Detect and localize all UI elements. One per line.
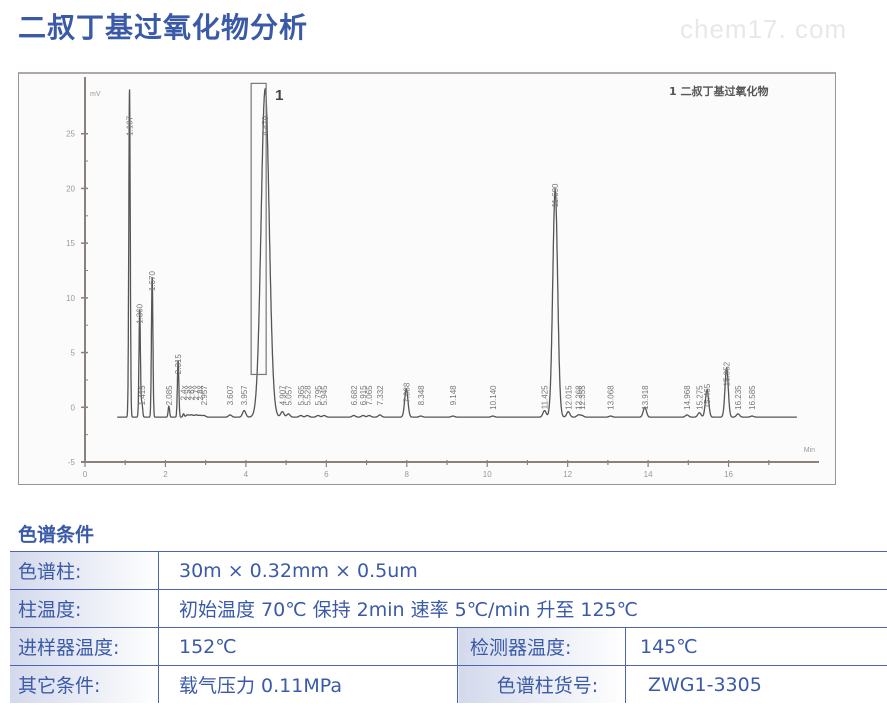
- svg-text:mV: mV: [90, 91, 101, 98]
- row-label: 柱温度:: [10, 589, 159, 628]
- svg-text:1: 1: [275, 87, 283, 104]
- svg-text:5.528: 5.528: [303, 385, 312, 406]
- section-title: 色谱条件: [18, 524, 95, 546]
- svg-text:16: 16: [724, 470, 733, 479]
- svg-text:10: 10: [483, 470, 492, 479]
- svg-text:6: 6: [324, 470, 329, 479]
- row-value: 载气压力 0.11MPa: [158, 665, 458, 703]
- svg-text:14: 14: [644, 470, 653, 479]
- row-value-2: ZWG1-3305: [625, 665, 887, 703]
- row-label: 其它条件:: [10, 665, 159, 703]
- conditions-table: 色谱柱: 30m × 0.32mm × 0.5um 柱温度: 初始温度 70℃ …: [10, 551, 887, 703]
- svg-text:2: 2: [163, 470, 168, 479]
- svg-text:10.140: 10.140: [489, 385, 498, 410]
- page-title: 二叔丁基过氧化物分析: [18, 11, 309, 44]
- svg-text:1.670: 1.670: [148, 271, 157, 292]
- svg-text:6.915: 6.915: [359, 385, 368, 406]
- table-row: 柱温度: 初始温度 70℃ 保持 2min 速率 5℃/min 升至 125℃: [10, 589, 887, 628]
- svg-text:9.148: 9.148: [449, 385, 458, 406]
- svg-text:5: 5: [71, 349, 76, 358]
- svg-text:2.085: 2.085: [165, 385, 174, 406]
- svg-text:2.315: 2.315: [174, 354, 183, 375]
- svg-text:2.8x: 2.8x: [196, 385, 205, 400]
- svg-text:16.235: 16.235: [734, 385, 743, 410]
- svg-text:Min: Min: [804, 447, 815, 454]
- svg-text:5.365: 5.365: [297, 385, 306, 406]
- svg-text:11.690: 11.690: [551, 183, 560, 207]
- row-label: 进样器温度:: [10, 627, 159, 666]
- svg-text:5.057: 5.057: [284, 385, 293, 406]
- svg-text:7.332: 7.332: [376, 385, 385, 406]
- svg-text:5.945: 5.945: [320, 385, 329, 406]
- row-label-2: 色谱柱货号:: [457, 665, 626, 703]
- svg-text:3.607: 3.607: [226, 385, 235, 406]
- svg-text:5.795: 5.795: [314, 385, 323, 406]
- svg-text:12.015: 12.015: [564, 385, 573, 410]
- svg-text:1 二叔丁基过氧化物: 1 二叔丁基过氧化物: [669, 84, 768, 98]
- svg-text:20: 20: [66, 184, 75, 193]
- svg-text:10: 10: [66, 294, 75, 303]
- svg-text:15.952: 15.952: [723, 361, 732, 386]
- svg-text:1.107: 1.107: [126, 115, 135, 136]
- row-label-2: 检测器温度:: [457, 627, 626, 666]
- svg-text:6.682: 6.682: [350, 385, 359, 406]
- chromatogram: -5 0 5 10 15 20 25 mV 0 2 4 6 8 10 12 14 16 Min 1 1 二叔丁基过氧化…: [18, 72, 836, 485]
- svg-text:2.7x: 2.7x: [192, 385, 201, 400]
- svg-text:-5: -5: [68, 458, 76, 467]
- row-value-2: 145℃: [625, 627, 887, 666]
- svg-text:0: 0: [71, 403, 76, 412]
- chromatogram-plot: -5 0 5 10 15 20 25 mV 0 2 4 6 8 10 12 14 16 Min 1 1 二叔丁基过氧化…: [66, 77, 819, 479]
- svg-text:2.6x: 2.6x: [188, 385, 197, 400]
- svg-text:12: 12: [563, 470, 572, 479]
- svg-text:2.4x: 2.4x: [180, 385, 189, 400]
- watermark: chem17. com: [680, 14, 848, 44]
- svg-text:2.5x: 2.5x: [184, 385, 193, 400]
- svg-text:13.068: 13.068: [607, 385, 616, 410]
- svg-text:4.907: 4.907: [278, 385, 287, 406]
- svg-text:16.585: 16.585: [748, 385, 757, 410]
- svg-text:8: 8: [405, 470, 410, 479]
- row-value: 30m × 0.32mm × 0.5um: [158, 551, 887, 590]
- svg-text:7.988: 7.988: [402, 382, 411, 403]
- svg-text:7.065: 7.065: [365, 385, 374, 406]
- svg-text:0: 0: [83, 470, 88, 479]
- svg-text:12.268: 12.268: [574, 385, 583, 410]
- svg-text:15.465: 15.465: [703, 383, 712, 408]
- svg-text:13.918: 13.918: [641, 385, 650, 410]
- svg-text:12.355: 12.355: [578, 385, 587, 410]
- svg-text:1.360: 1.360: [136, 303, 145, 324]
- svg-text:4.479: 4.479: [261, 115, 270, 136]
- svg-text:8.348: 8.348: [417, 385, 426, 406]
- table-row: 色谱柱: 30m × 0.32mm × 0.5um: [10, 551, 887, 590]
- svg-text:3.957: 3.957: [240, 385, 249, 406]
- svg-text:2.957: 2.957: [200, 385, 209, 406]
- svg-text:14.968: 14.968: [683, 385, 692, 410]
- svg-text:15.275: 15.275: [695, 385, 704, 410]
- row-value: 初始温度 70℃ 保持 2min 速率 5℃/min 升至 125℃: [158, 589, 887, 628]
- row-label: 色谱柱:: [10, 551, 159, 590]
- table-row: 进样器温度: 152℃ 检测器温度: 145℃: [10, 627, 887, 666]
- svg-text:4: 4: [244, 470, 249, 479]
- table-row: 其它条件: 载气压力 0.11MPa 色谱柱货号: ZWG1-3305: [10, 665, 887, 703]
- svg-text:15: 15: [66, 239, 75, 248]
- row-value: 152℃: [158, 627, 458, 666]
- svg-text:11.425: 11.425: [541, 385, 550, 409]
- svg-text:1.415: 1.415: [138, 385, 147, 406]
- svg-text:25: 25: [66, 130, 75, 139]
